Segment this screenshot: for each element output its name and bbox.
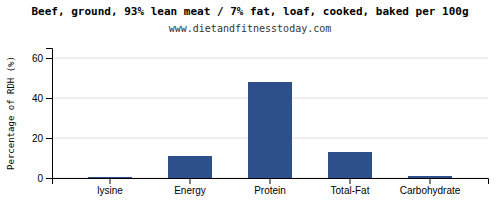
y-axis-title: Percentage of RDH (%)	[6, 56, 16, 170]
x-tick: Protein	[254, 178, 286, 196]
y-tick: 0	[37, 173, 52, 184]
bar	[408, 176, 452, 178]
x-tick-label: Energy	[174, 185, 206, 196]
y-axis-line	[46, 49, 53, 179]
x-axis: lysine Energy Protein Total-Fat Carbohydrate	[53, 178, 489, 196]
y-tick-mark	[46, 98, 52, 99]
x-tick-mark	[350, 178, 351, 184]
y-axis: 0 20 40 60	[32, 49, 53, 184]
plot: lysine Energy Protein Total-Fat Carbohydrate…	[32, 49, 489, 197]
bar	[248, 82, 292, 178]
y-tick-mark	[46, 138, 52, 139]
y-tick-mark	[46, 58, 52, 59]
bar	[328, 152, 372, 178]
y-tick: 20	[32, 133, 52, 144]
x-tick-label: Protein	[254, 185, 286, 196]
y-tick-label: 40	[32, 93, 44, 104]
x-tick-label: Carbohydrate	[400, 185, 461, 196]
x-tick-mark	[430, 178, 431, 184]
chart: Beef, ground, 93% lean meat / 7% fat, lo…	[0, 0, 500, 200]
y-tick: 60	[32, 53, 52, 64]
subtitle: www.dietandfitnesstoday.com	[169, 23, 332, 34]
x-tick: Energy	[174, 178, 206, 196]
grid-line	[52, 58, 488, 59]
x-axis-line	[53, 179, 489, 185]
y-tick-mark	[46, 178, 52, 179]
y-tick-label: 20	[32, 133, 44, 144]
bar	[88, 177, 132, 178]
x-tick-label: Total-Fat	[331, 185, 370, 196]
bar	[168, 156, 212, 178]
x-tick: lysine	[97, 178, 123, 196]
x-tick-mark	[270, 178, 271, 184]
grid	[52, 58, 488, 178]
y-tick-label: 0	[37, 173, 43, 184]
y-tick: 40	[32, 93, 52, 104]
x-tick: Carbohydrate	[400, 178, 461, 196]
title: Beef, ground, 93% lean meat / 7% fat, lo…	[31, 5, 468, 18]
bars	[88, 82, 452, 178]
x-tick: Total-Fat	[331, 178, 370, 196]
x-tick-mark	[110, 178, 111, 184]
x-tick-label: lysine	[97, 185, 123, 196]
x-tick-mark	[190, 178, 191, 184]
y-tick-label: 60	[32, 53, 44, 64]
